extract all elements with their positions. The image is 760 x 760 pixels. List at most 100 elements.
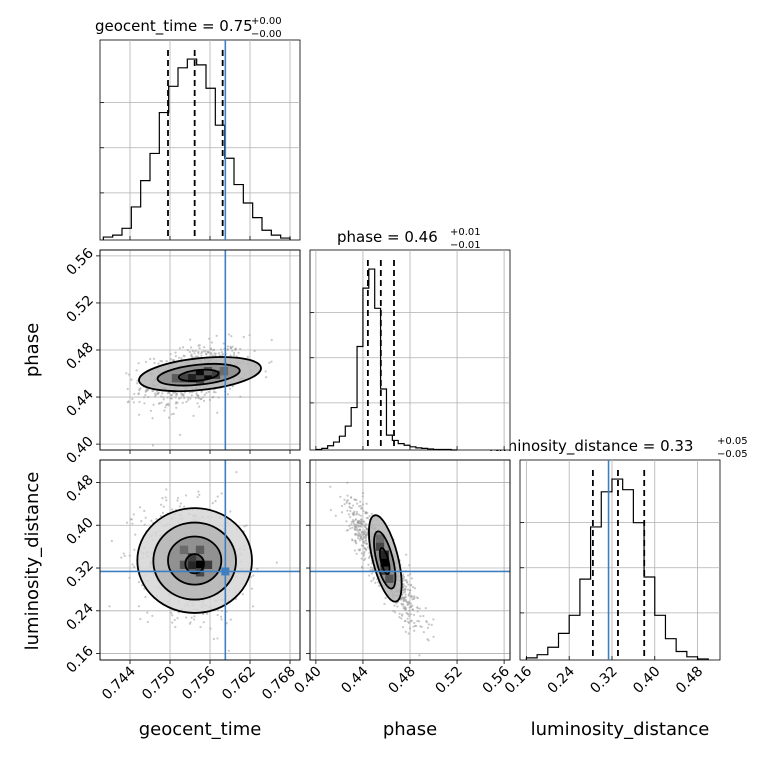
scatter-point: [174, 351, 177, 354]
scatter-point: [353, 549, 356, 552]
histogram-luminosity-distance: [525, 478, 709, 660]
scatter-point: [131, 563, 134, 566]
scatter-point: [130, 378, 133, 381]
scatter-point: [367, 556, 371, 559]
scatter-point: [120, 556, 123, 559]
scatter-point: [179, 433, 182, 436]
y-tick-label-phase: 0.48: [63, 340, 96, 373]
scatter-point: [374, 581, 377, 584]
scatter-point: [187, 396, 190, 399]
title-geocent-time-plus: +0.00: [251, 16, 282, 27]
scatter-point: [194, 350, 197, 353]
scatter-point: [156, 392, 160, 395]
scatter-point: [197, 352, 200, 355]
scatter-point: [426, 626, 430, 629]
scatter-point: [145, 387, 148, 390]
scatter-point: [416, 610, 419, 613]
scatter-point: [205, 391, 208, 395]
scatter-point: [364, 512, 367, 515]
scatter-point: [162, 398, 165, 401]
scatter-point: [169, 358, 172, 361]
scatter-point: [232, 353, 236, 357]
scatter-point: [353, 510, 356, 513]
x-tick-label-geocent-time: 0.756: [179, 663, 219, 703]
scatter-point: [231, 349, 234, 352]
truth-marker-geocent-time-vs-luminosity-distance: [221, 567, 230, 576]
scatter-point: [163, 409, 166, 412]
scatter-point: [196, 396, 200, 399]
hist-panel-geocent-time: [99, 39, 301, 241]
x-tick-label-phase: 0.40: [291, 664, 324, 697]
scatter-point: [348, 505, 351, 508]
title-phase-median: 0.46: [404, 228, 437, 246]
scatter-point: [205, 353, 208, 356]
scatter-point: [270, 338, 273, 342]
scatter-point: [132, 401, 135, 404]
scatter-point: [396, 605, 399, 608]
scatter-point: [360, 530, 363, 533]
scatter-point: [203, 393, 206, 397]
scatter-point: [402, 575, 406, 579]
title-phase-plus: +0.01: [450, 227, 481, 238]
scatter-point: [402, 605, 405, 608]
panel-border-geocent-time-vs-phase: [99, 249, 301, 451]
scatter-point: [412, 613, 416, 616]
scatter-point: [193, 618, 196, 621]
scatter-point: [171, 614, 174, 617]
scatter-point: [339, 495, 342, 498]
scatter-point: [358, 528, 362, 531]
scatter-point: [404, 630, 407, 633]
y-tick-label-luminosity-distance: 0.48: [63, 472, 96, 505]
scatter-point: [370, 512, 373, 516]
scatter-point: [355, 510, 358, 513]
scatter-point: [220, 609, 223, 613]
scatter-point: [329, 508, 332, 512]
scatter-point: [365, 502, 368, 505]
scatter-point: [361, 503, 365, 506]
x-tick-label-geocent-time: 0.762: [219, 664, 259, 704]
scatter-point: [166, 396, 169, 399]
scatter-point: [159, 514, 162, 518]
y-tick-label-phase: 0.56: [63, 245, 96, 278]
scatter-point: [406, 620, 410, 623]
scatter-point: [406, 617, 409, 620]
scatter-point: [239, 395, 242, 398]
scatter-point: [191, 356, 194, 359]
scatter-point: [407, 613, 410, 616]
scatter-point: [356, 529, 359, 532]
scatter-point: [360, 518, 363, 521]
density-cell-geocent-time-vs-luminosity-distance-4: [179, 560, 189, 569]
scatter-point: [165, 360, 168, 363]
scatter-point: [172, 392, 175, 395]
scatter-point: [411, 586, 415, 589]
density-cell-phase-vs-luminosity-distance-1: [380, 550, 389, 559]
contour-phase-vs-luminosity-distance-0: [378, 547, 391, 575]
scatter-point: [229, 354, 232, 357]
scatter-point: [208, 337, 211, 340]
scatter-point: [132, 513, 135, 516]
scatter-point: [353, 523, 357, 526]
scatter-point: [110, 539, 113, 543]
scatter-point: [128, 554, 131, 557]
scatter-point: [170, 611, 173, 615]
scatter-point: [167, 402, 170, 405]
scatter-point: [417, 620, 421, 623]
contour-phase-vs-luminosity-distance-2: [368, 514, 403, 603]
scatter-point: [188, 391, 191, 394]
scatter-point: [235, 471, 238, 474]
scatter-point: [353, 528, 356, 531]
scatter-point: [370, 579, 373, 583]
scatter-point: [370, 562, 373, 565]
scatter-point: [361, 492, 365, 495]
scatter-point: [216, 495, 219, 498]
scatter-point: [195, 392, 198, 395]
density-cell-phase-vs-luminosity-distance-3: [375, 542, 385, 551]
scatter-point: [405, 611, 408, 614]
scatter-point: [183, 391, 186, 394]
scatter-point: [135, 369, 138, 372]
scatter-point: [146, 611, 149, 614]
scatter-point: [190, 616, 193, 619]
scatter-point: [137, 581, 141, 584]
scatter-point: [221, 352, 225, 356]
scatter-point: [361, 495, 364, 498]
